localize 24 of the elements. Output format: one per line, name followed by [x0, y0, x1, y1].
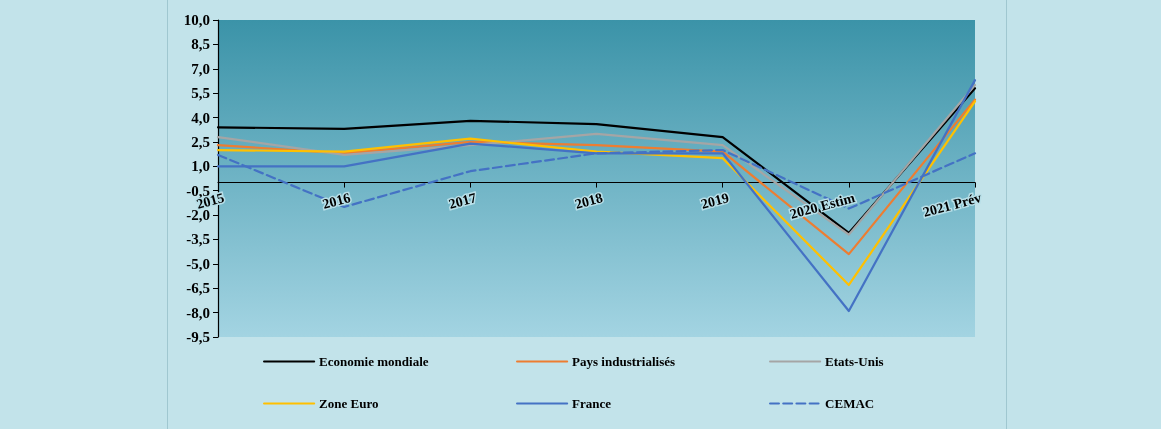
y-tick-label: 2,5 [191, 133, 210, 150]
x-tick-label: 2018 [573, 190, 605, 212]
x-tick-label: 2021 Prév [921, 190, 983, 220]
y-tick-label: 5,5 [191, 85, 210, 102]
y-tick-label: -9,5 [186, 329, 210, 345]
y-tick-label: -8,0 [186, 304, 210, 321]
x-tick-label: 2020 Estim [788, 189, 857, 222]
y-tick-label: 4,0 [191, 109, 210, 126]
legend-label: Pays industrialisés [572, 354, 676, 369]
x-tick-label: 2016 [320, 190, 352, 212]
y-tick-label: 8,5 [191, 36, 210, 53]
y-tick-label: 1,0 [191, 158, 210, 175]
y-tick-label: -6,5 [186, 280, 210, 297]
legend-label: Economie mondiale [319, 354, 429, 369]
y-tick-label: -3,5 [186, 231, 210, 248]
y-tick-label: 10,0 [183, 12, 210, 28]
legend-label: CEMAC [825, 396, 875, 411]
legend-label: Etats-Unis [825, 354, 884, 369]
x-tick-label: 2017 [447, 190, 479, 212]
x-tick-label: 2019 [699, 190, 731, 212]
legend-label: Zone Euro [319, 396, 379, 411]
legend-label: France [572, 396, 612, 411]
y-tick-label: -5,0 [186, 255, 210, 272]
y-tick-label: 7,0 [191, 60, 210, 77]
